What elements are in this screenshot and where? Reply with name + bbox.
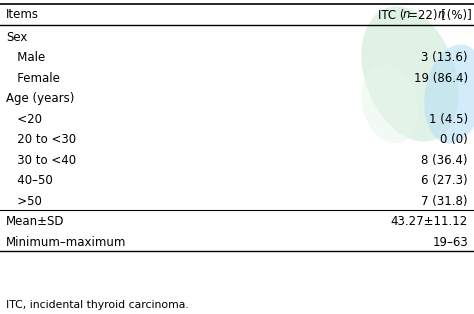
- Text: 40–50: 40–50: [6, 174, 53, 187]
- Text: 0 (0): 0 (0): [440, 133, 468, 146]
- Text: n: n: [403, 8, 410, 21]
- Text: 19 (86.4): 19 (86.4): [414, 72, 468, 85]
- Text: Mean±SD: Mean±SD: [6, 215, 64, 228]
- Text: Male: Male: [6, 51, 45, 64]
- Text: Sex: Sex: [6, 31, 27, 44]
- Text: Minimum–maximum: Minimum–maximum: [6, 236, 127, 249]
- Text: <20: <20: [6, 113, 42, 126]
- Text: 30 to <40: 30 to <40: [6, 154, 76, 167]
- Text: 8 (36.4): 8 (36.4): [421, 154, 468, 167]
- Ellipse shape: [424, 45, 474, 143]
- Text: n: n: [438, 8, 446, 21]
- Text: Age (years): Age (years): [6, 92, 74, 105]
- Text: 6 (27.3): 6 (27.3): [421, 174, 468, 187]
- Text: 3 (13.6): 3 (13.6): [421, 51, 468, 64]
- Text: Female: Female: [6, 72, 60, 85]
- Text: >50: >50: [6, 195, 42, 208]
- Text: =22) [: =22) [: [408, 8, 446, 21]
- Ellipse shape: [361, 7, 458, 142]
- Text: (%)]: (%)]: [443, 8, 472, 21]
- Text: 20 to <30: 20 to <30: [6, 133, 76, 146]
- Ellipse shape: [362, 65, 419, 143]
- Text: 7 (31.8): 7 (31.8): [421, 195, 468, 208]
- Text: 43.27±11.12: 43.27±11.12: [391, 215, 468, 228]
- Text: ITC (: ITC (: [378, 8, 404, 21]
- Text: ITC, incidental thyroid carcinoma.: ITC, incidental thyroid carcinoma.: [6, 300, 189, 310]
- Text: Items: Items: [6, 8, 39, 21]
- Text: 1 (4.5): 1 (4.5): [429, 113, 468, 126]
- Text: 19–63: 19–63: [432, 236, 468, 249]
